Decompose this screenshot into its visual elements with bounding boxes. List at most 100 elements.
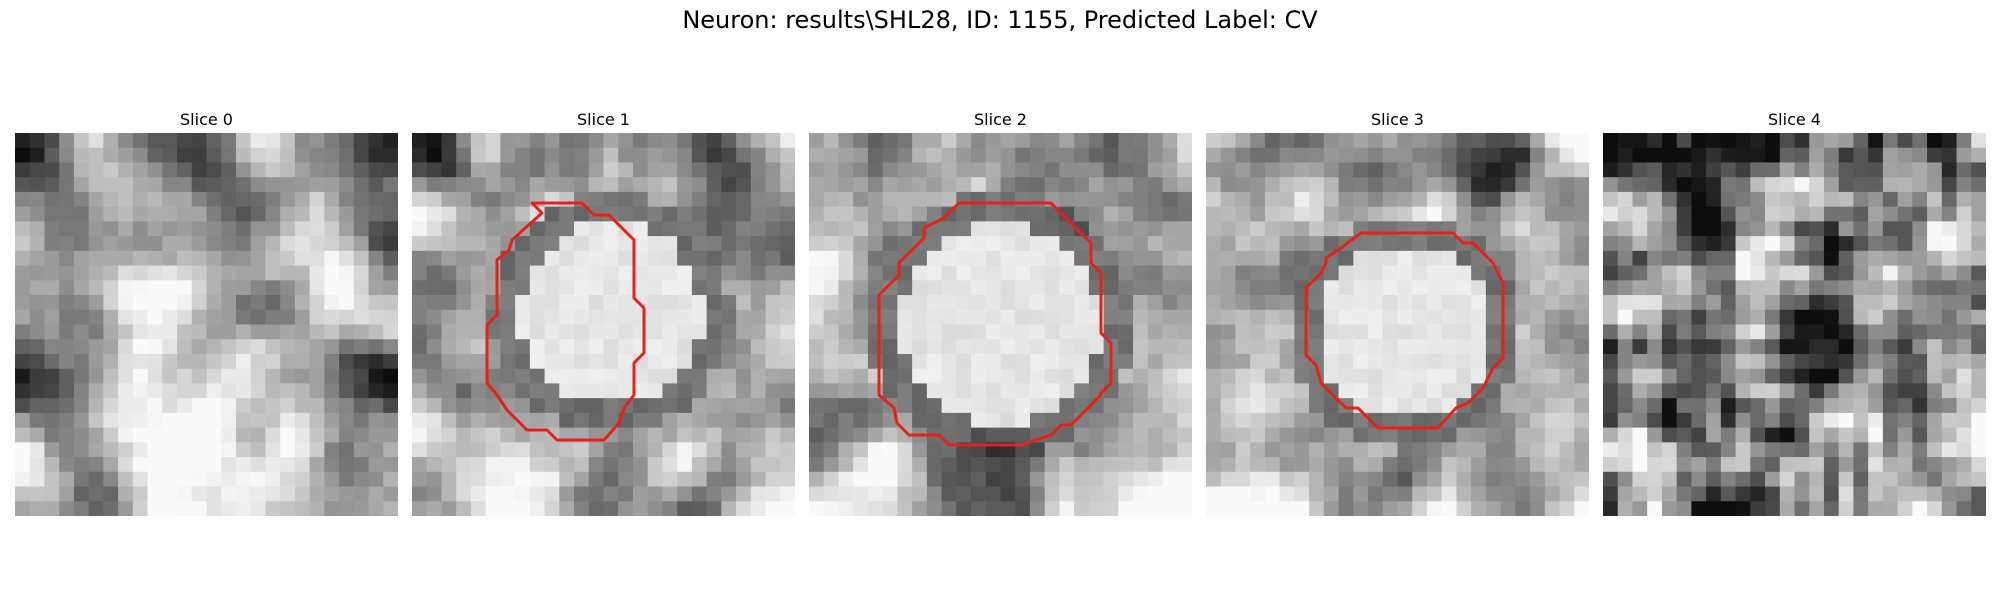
pixel	[339, 427, 355, 443]
pixel	[515, 412, 531, 429]
pixel	[1500, 177, 1516, 193]
pixel	[1177, 133, 1192, 149]
pixel	[147, 177, 163, 193]
pixel	[956, 162, 972, 178]
pixel	[1720, 236, 1737, 252]
pixel	[1471, 398, 1487, 414]
pixel	[1250, 457, 1266, 473]
pixel	[294, 177, 311, 193]
pixel	[250, 309, 267, 326]
pixel	[559, 295, 575, 311]
pixel	[1617, 486, 1634, 502]
pixel	[926, 486, 943, 502]
pixel	[926, 457, 943, 473]
pixel	[867, 309, 884, 326]
pixel	[1941, 383, 1958, 399]
pixel	[897, 398, 913, 414]
pixel	[147, 471, 163, 488]
pixel	[1338, 398, 1354, 414]
pixel	[647, 353, 664, 370]
pixel	[1118, 412, 1134, 429]
pixel	[1956, 383, 1972, 399]
pixel	[691, 265, 708, 281]
pixel	[1632, 412, 1648, 429]
pixel	[339, 221, 355, 237]
pixel	[529, 471, 546, 488]
pixel	[250, 353, 267, 370]
pixel	[118, 206, 134, 222]
pixel	[1323, 250, 1340, 267]
pixel	[1426, 206, 1443, 222]
pixel	[529, 295, 546, 311]
pixel	[1897, 280, 1913, 296]
pixel	[882, 250, 898, 267]
pixel	[1471, 206, 1487, 222]
pixel	[103, 191, 119, 208]
pixel	[971, 221, 987, 237]
pixel	[1530, 501, 1546, 516]
pixel	[1897, 368, 1913, 385]
pixel	[1765, 427, 1781, 443]
pixel	[897, 265, 913, 281]
pixel	[1456, 457, 1472, 473]
pixel	[1941, 177, 1958, 193]
pixel	[235, 133, 252, 149]
pixel	[1015, 353, 1031, 370]
pixel	[294, 250, 311, 267]
pixel	[1074, 501, 1090, 516]
pixel	[1177, 177, 1192, 193]
pixel	[1897, 133, 1913, 149]
pixel	[823, 147, 840, 164]
pixel	[647, 471, 664, 488]
pixel	[1485, 501, 1502, 516]
pixel	[1912, 309, 1928, 326]
pixel	[456, 383, 472, 399]
pixel	[956, 250, 972, 267]
pixel	[44, 206, 60, 222]
pixel	[1927, 457, 1943, 473]
pixel	[853, 309, 869, 326]
pixel	[1133, 236, 1149, 252]
pixel	[1882, 162, 1899, 178]
pixel	[309, 250, 325, 267]
pixel	[1882, 191, 1899, 208]
pixel	[1912, 206, 1928, 222]
pixel	[1074, 368, 1090, 385]
pixel	[221, 221, 237, 237]
pixel	[294, 280, 311, 296]
pixel	[250, 191, 267, 208]
pixel	[1397, 309, 1413, 326]
pixel	[1720, 309, 1737, 326]
pixel	[15, 206, 31, 222]
pixel	[1088, 427, 1105, 443]
pixel	[1779, 191, 1796, 208]
pixel	[456, 177, 472, 193]
pixel	[1147, 236, 1164, 252]
pixel	[1059, 133, 1075, 149]
pixel	[1735, 177, 1751, 193]
pixel	[1853, 177, 1869, 193]
pixel	[1912, 162, 1928, 178]
pixel	[309, 442, 325, 458]
pixel	[1264, 265, 1281, 281]
pixel	[1206, 280, 1222, 296]
pixel	[1133, 501, 1149, 516]
pixel	[853, 221, 869, 237]
pixel	[1074, 486, 1090, 502]
pixel	[574, 309, 590, 326]
pixel	[1456, 177, 1472, 193]
pixel	[1794, 368, 1810, 385]
panel-slice-0: Slice 0	[15, 108, 398, 516]
pixel	[1882, 309, 1899, 326]
pixel	[44, 398, 60, 414]
pixel	[1118, 147, 1134, 164]
pixel	[603, 457, 619, 473]
pixel	[838, 295, 854, 311]
pixel	[29, 471, 46, 488]
pixel	[1294, 236, 1310, 252]
pixel	[1544, 471, 1561, 488]
pixel	[132, 265, 149, 281]
pixel	[441, 309, 457, 326]
pixel	[221, 412, 237, 429]
pixel	[353, 427, 370, 443]
